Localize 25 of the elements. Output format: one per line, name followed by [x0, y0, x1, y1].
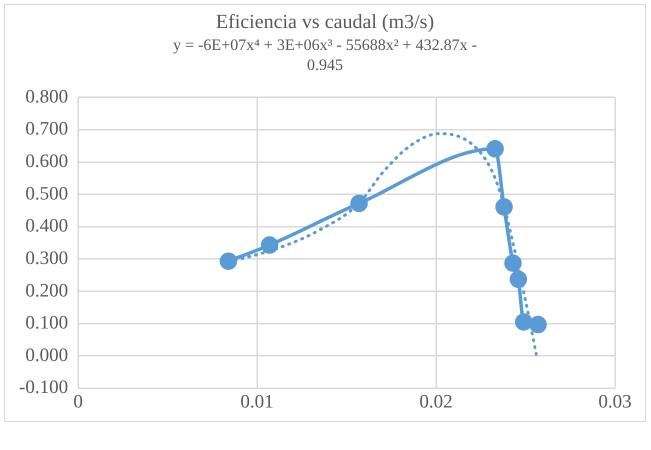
x-tick-label: 0.03 [598, 392, 632, 413]
point [350, 194, 368, 212]
point [504, 254, 522, 272]
x-tick-label: 0 [73, 392, 83, 413]
point [260, 236, 278, 254]
y-tick-label: 0.600 [25, 151, 68, 172]
y-tick-label: 0.800 [25, 86, 68, 108]
point [510, 270, 528, 288]
y-tick-label: -0.100 [19, 377, 68, 398]
y-tick-label: 0.100 [25, 312, 68, 334]
x-tick-label: 0.01 [240, 392, 274, 413]
y-tick-label: 0.000 [25, 344, 68, 366]
y-tick-label: 0.200 [25, 280, 68, 302]
point [529, 316, 547, 334]
y-tick-label: 0.500 [25, 183, 68, 204]
point [514, 313, 532, 331]
y-tick-label: 0.400 [25, 216, 68, 237]
point [495, 198, 513, 216]
point [486, 140, 504, 158]
chart-subtitle: y = -6E+07x⁴ + 3E+06x³ - 55688x² + 432.87x - 0.945 [172, 36, 478, 76]
chart-title: Eficiencia vs caudal (m3/s) [214, 11, 436, 34]
y-tick-label: 0.700 [25, 118, 68, 140]
y-tick-label: 0.300 [25, 248, 68, 269]
x-tick-label: 0.02 [419, 392, 453, 413]
point [220, 252, 238, 270]
